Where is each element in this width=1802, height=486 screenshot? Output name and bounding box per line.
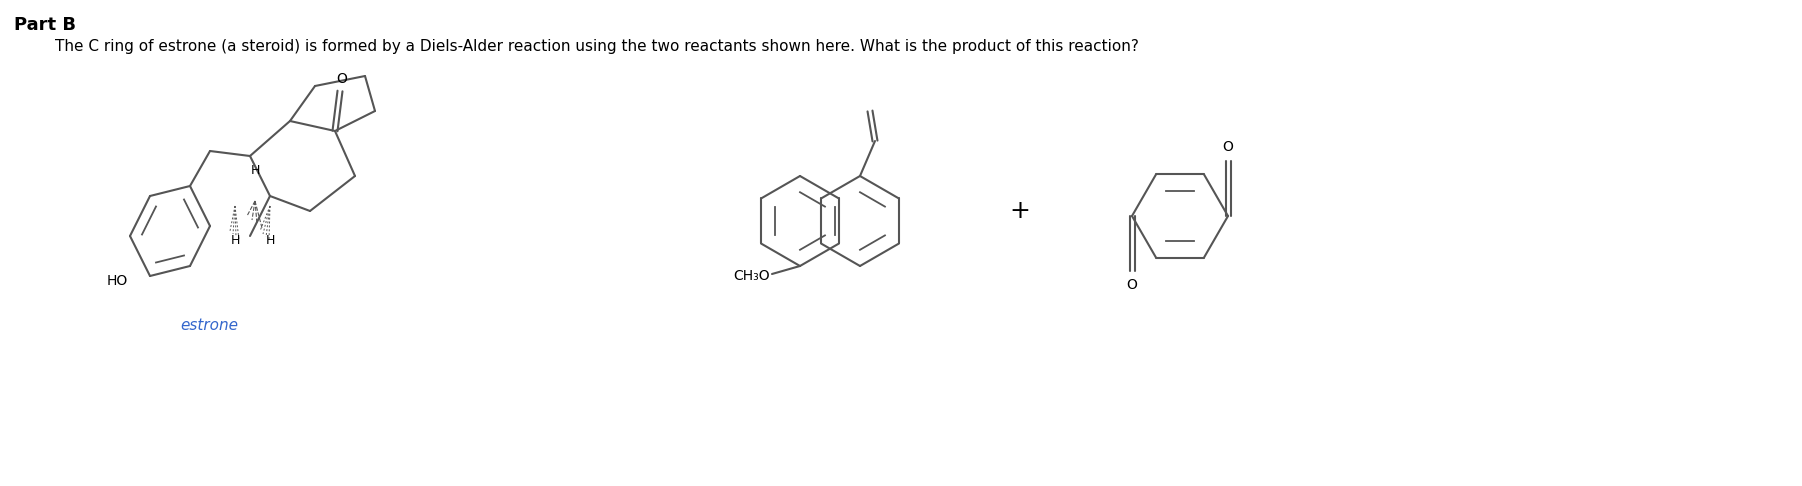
Text: HO: HO [106, 274, 128, 288]
Text: The C ring of estrone (a steroid) is formed by a Diels-Alder reaction using the : The C ring of estrone (a steroid) is for… [56, 39, 1139, 54]
Text: Part B: Part B [14, 16, 76, 34]
Text: CH₃O: CH₃O [733, 269, 769, 283]
Text: O: O [1222, 140, 1233, 154]
Text: O: O [1126, 278, 1137, 292]
Text: H: H [250, 164, 259, 177]
Text: estrone: estrone [180, 318, 238, 333]
Text: O: O [337, 72, 348, 86]
Text: H: H [265, 235, 274, 247]
Text: +: + [1009, 199, 1031, 223]
Text: H: H [231, 235, 240, 247]
